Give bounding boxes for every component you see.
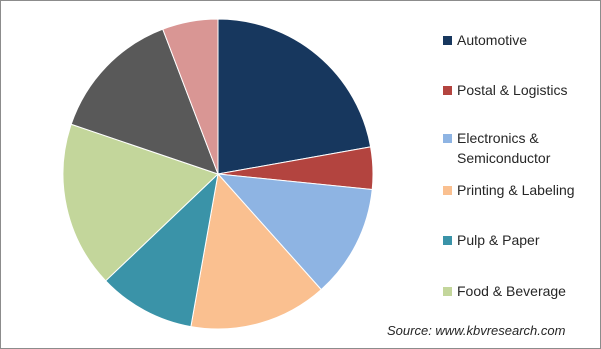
pie-slice: [216, 173, 373, 291]
legend-label: Food & Beverage: [457, 283, 566, 299]
pie-slice: [62, 123, 219, 282]
legend-swatch: [443, 134, 452, 143]
legend-item: Postal & Logistics: [443, 80, 593, 100]
legend-label: Automotive: [457, 32, 528, 48]
legend-item: Electronics & Semiconductor: [443, 128, 593, 168]
legend-label: Printing & Labeling: [457, 182, 575, 198]
legend-label: Electronics & Semiconductor: [457, 130, 551, 166]
pie-slice: [70, 28, 219, 175]
legend-item: Food & Beverage: [443, 281, 593, 301]
pie-slice: [217, 18, 372, 175]
legend-item: Pulp & Paper: [443, 230, 593, 250]
legend-swatch: [443, 36, 452, 45]
legend-swatch: [443, 186, 452, 195]
legend-swatch: [443, 236, 452, 245]
pie-slice: [162, 18, 219, 175]
legend-item: Printing & Labeling: [443, 180, 593, 200]
legend-label: Postal & Logistics: [457, 82, 568, 98]
source-note: Source: www.kbvresearch.com: [387, 323, 566, 338]
pie-slice: [104, 172, 219, 328]
legend-swatch: [443, 86, 452, 95]
legend-label: Pulp & Paper: [457, 232, 540, 248]
legend-swatch: [443, 287, 452, 296]
pie-slice: [190, 172, 322, 330]
legend-item: Automotive: [443, 30, 593, 50]
